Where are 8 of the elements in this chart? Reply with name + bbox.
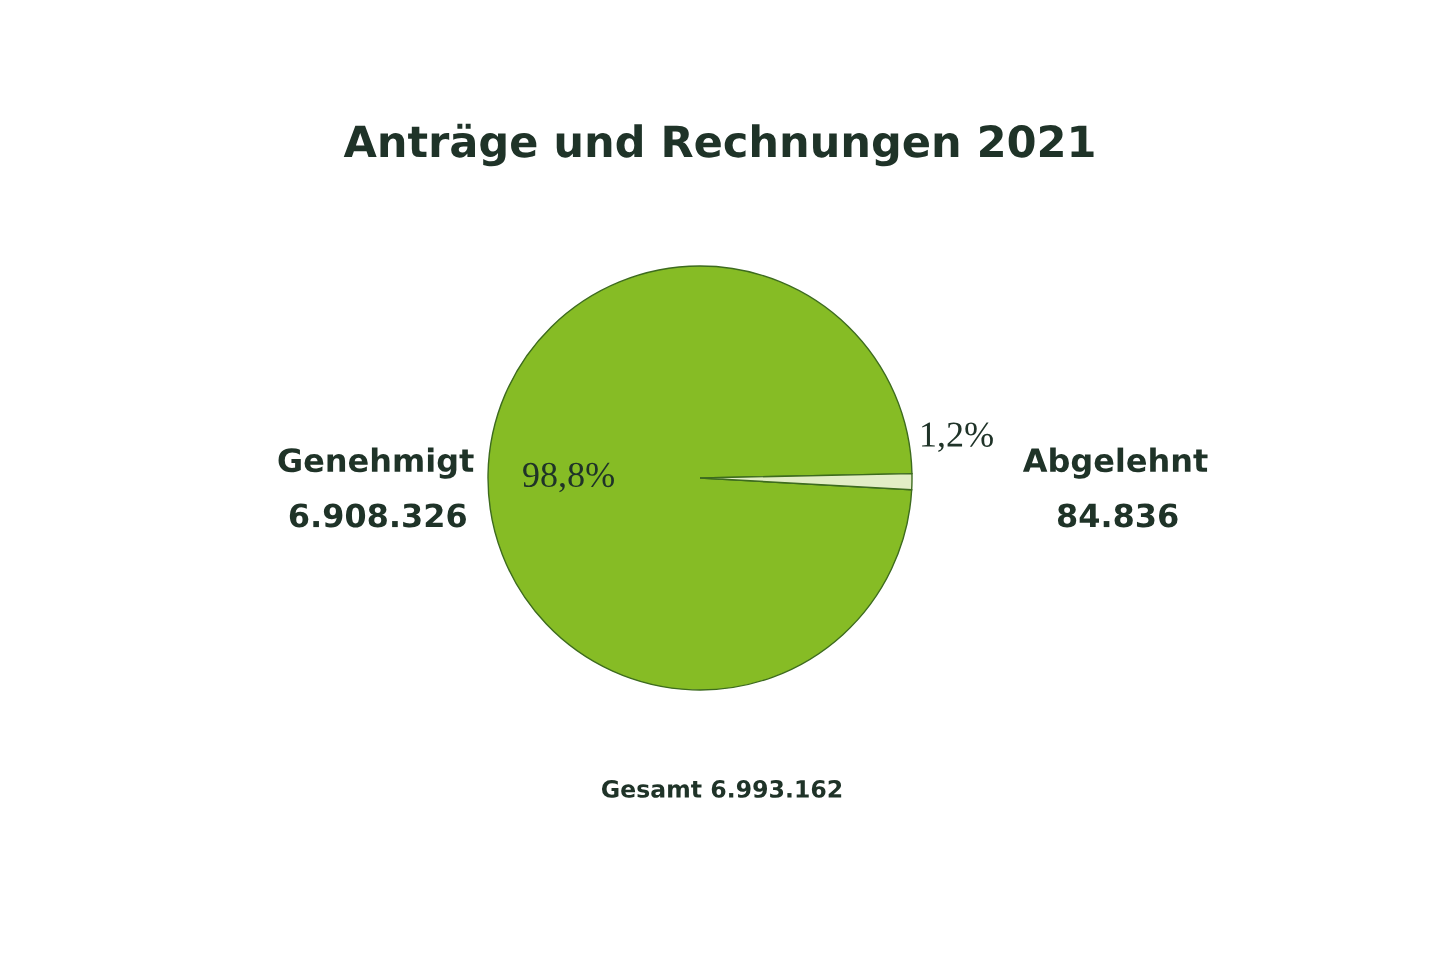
data-label: 84.836 (1057, 503, 1178, 528)
text: Gesamt 6.993.162 (601, 779, 842, 798)
slice-label: Abgelehnt (1022, 447, 1208, 479)
slice-label: Genehmigt (278, 447, 474, 479)
chart-title: Anträge und Rechnungen 2021 (343, 123, 1094, 167)
text: 1,2% (922, 422, 993, 452)
data-label: 6.908.326 (289, 503, 466, 528)
text: 98,8% (523, 462, 614, 493)
